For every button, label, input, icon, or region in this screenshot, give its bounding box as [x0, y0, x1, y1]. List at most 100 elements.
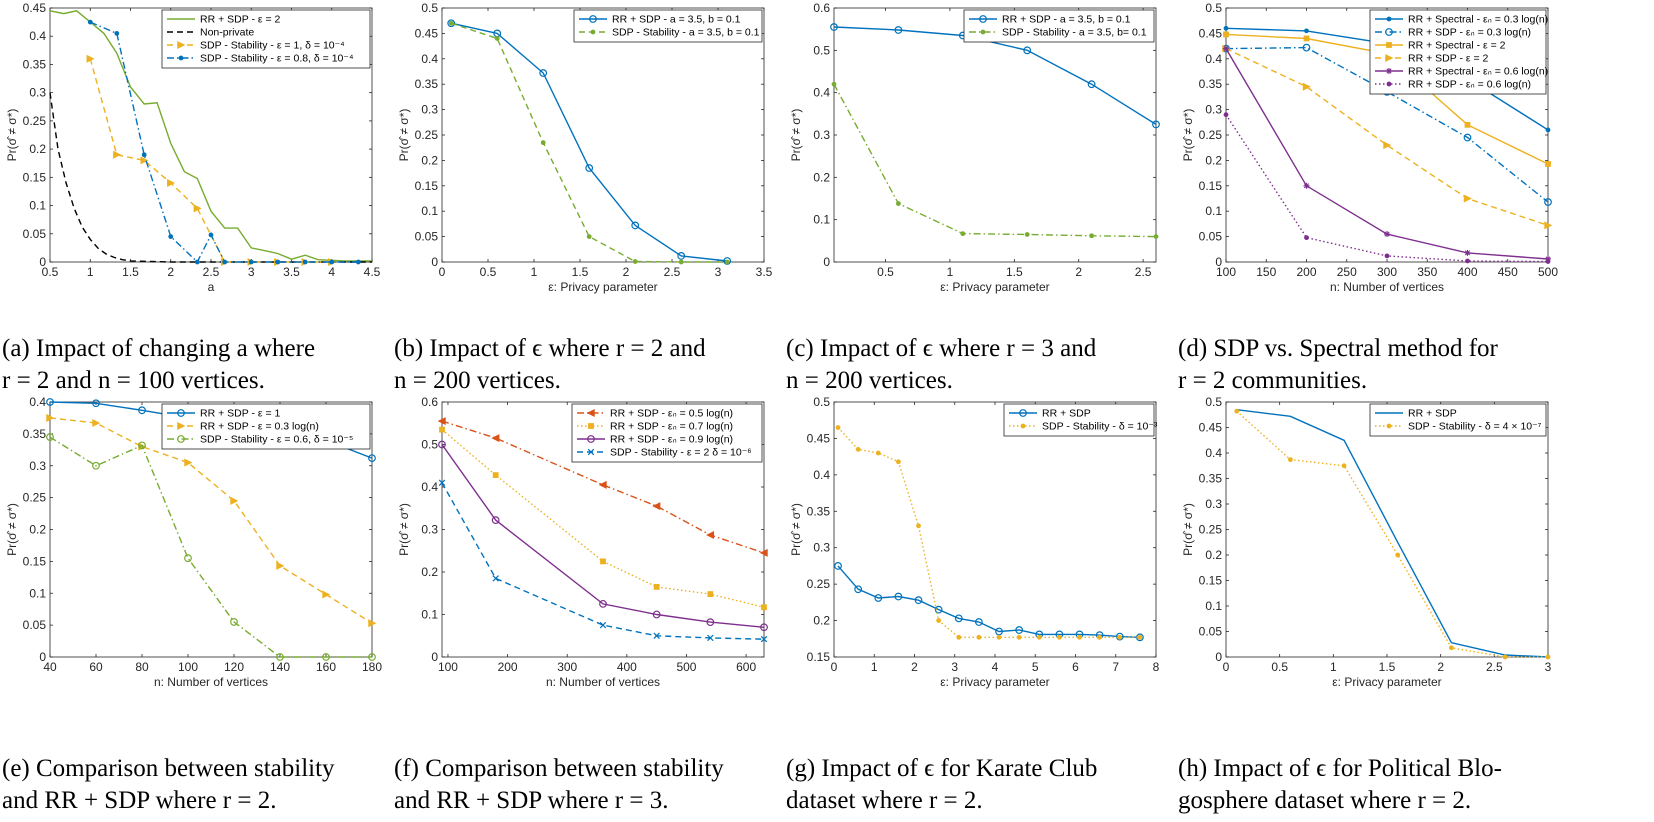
y-axis-label: Pr(σ̂ ≠ σ*): [5, 109, 19, 162]
caption-d-line1: (d) SDP vs. Spectral method for: [1178, 335, 1498, 362]
y-tick-label: 0.45: [23, 1, 47, 15]
data-point: [1223, 112, 1229, 118]
x-tick-label: 8: [1153, 660, 1160, 674]
x-tick-label: 1: [87, 265, 94, 279]
y-tick-label: 0.15: [23, 554, 47, 568]
y-tick-label: 0.35: [807, 504, 831, 518]
legend-entry: RR + Spectral - ε = 2: [1408, 40, 1506, 52]
series-markers-2: [835, 425, 1143, 640]
y-axis-label: Pr(σ̂ ≠ σ*): [397, 503, 411, 556]
data-point: [92, 399, 100, 408]
data-point: [995, 627, 1003, 636]
data-point: [1384, 253, 1390, 259]
data-point: [1223, 25, 1229, 31]
x-tick-label: 1: [1330, 660, 1337, 674]
series-markers-6: [1223, 112, 1551, 264]
data-point: [1544, 198, 1552, 206]
data-point: [1545, 127, 1551, 133]
y-tick-label: 0.05: [23, 618, 47, 632]
series-markers-2: [46, 413, 377, 628]
data-point: [46, 433, 54, 441]
caption-f: (f) Comparison between stability and RR …: [394, 753, 724, 817]
x-tick-label: 6: [1072, 660, 1079, 674]
y-axis-label: Pr(σ̂ ≠ σ*): [789, 109, 803, 162]
x-axis-label: ε: Privacy parameter: [940, 280, 1049, 294]
data-point: [1304, 235, 1309, 241]
data-point: [960, 231, 966, 237]
y-tick-label: 0.45: [807, 431, 831, 445]
y-tick-label: 0: [39, 255, 46, 269]
series-markers-5: [1223, 45, 1551, 262]
plot-area: [1225, 401, 1549, 658]
series-line-2: [49, 417, 373, 624]
data-point: [276, 561, 285, 570]
data-point: [1152, 120, 1160, 129]
x-tick-label: 200: [1296, 265, 1316, 279]
legend-marker: [1386, 81, 1392, 87]
x-tick-label: 60: [89, 660, 103, 674]
data-point: [760, 623, 768, 632]
legend-entry: RR + Spectral - εₙ = 0.6 log(n): [1408, 66, 1548, 78]
y-tick-label: 0.15: [23, 170, 47, 184]
x-tick-label: 100: [1216, 265, 1236, 279]
legend-marker: [587, 435, 595, 443]
data-point: [1087, 80, 1096, 89]
chart-b: 0 0.5 1 1.5 2 2.5 3 3.5 0 0.05 0.1 0.15 0.2 0.25 0.3 0.…: [392, 0, 784, 300]
x-tick-label: 1: [531, 265, 538, 279]
y-tick-label: 0.2: [421, 565, 438, 579]
data-point: [1545, 255, 1551, 262]
legend-entry: RR + SDP - ε = 2: [200, 14, 281, 26]
data-point: [896, 459, 901, 465]
x-tick-label: 2: [1437, 660, 1444, 674]
data-point: [1016, 634, 1022, 640]
y-tick-label: 0.1: [421, 608, 438, 622]
legend-box: [573, 9, 763, 43]
chart-h-svg: 0 0.5 1 1.5 2 2.5 3 0 0.05 0.1 0.15 0.2 0.25 0.3 0.35 0…: [1181, 395, 1552, 689]
legend-marker: [177, 409, 185, 417]
y-tick-label: 0.25: [807, 577, 831, 591]
y-tick-label: 0.1: [421, 204, 438, 218]
caption-c-line1: (c) Impact of ϵ where r = 3 and: [786, 335, 1097, 362]
data-point: [92, 461, 100, 470]
y-tick-label: 0.6: [813, 1, 830, 15]
data-point: [996, 634, 1002, 640]
y-tick-label: 0.2: [1205, 153, 1222, 167]
x-tick-label: 1: [947, 265, 954, 279]
y-axis-label: Pr(σ̂ ≠ σ*): [789, 503, 803, 556]
x-tick-label: 600: [736, 660, 756, 674]
caption-e: (e) Comparison between stability and RR …: [2, 753, 335, 817]
x-tick-label: 3.5: [756, 265, 773, 279]
chart-c: 0.5 1 1.5 2 2.5 0 0.1 0.2 0.3 0.4 0.5 0.6 ε: Privacy…: [784, 0, 1176, 300]
data-point: [329, 259, 335, 265]
x-tick-label: 3: [1545, 660, 1552, 674]
legend: RR + SDP - εₙ = 0.5 log(n)RR + SDP - εₙ …: [571, 403, 763, 463]
y-tick-label: 0.6: [421, 395, 438, 409]
y-tick-label: 0.4: [421, 52, 438, 66]
legend-box: [1003, 403, 1155, 437]
data-point: [113, 150, 122, 159]
data-point: [86, 54, 95, 63]
y-tick-label: 0: [823, 255, 830, 269]
caption-f-line2: and RR + SDP where r = 3.: [394, 787, 669, 814]
y-tick-label: 0.25: [23, 114, 47, 128]
data-point: [1463, 133, 1472, 142]
caption-a-line1: (a) Impact of changing a where: [2, 335, 316, 362]
data-point: [1077, 634, 1082, 640]
y-tick-label: 0.5: [1205, 395, 1222, 409]
caption-h: (h) Impact of ϵ for Political Blo- gosph…: [1178, 753, 1502, 817]
data-point: [835, 425, 841, 430]
data-point: [1465, 258, 1470, 264]
data-point: [1384, 231, 1390, 238]
legend: RR + SDP - ε = 1RR + SDP - ε = 0.3 log(n…: [161, 403, 371, 450]
caption-e-line1: (e) Comparison between stability: [2, 755, 335, 782]
data-point: [600, 558, 606, 565]
x-axis-label: a: [208, 280, 215, 294]
data-point: [448, 20, 454, 26]
data-point: [114, 31, 120, 36]
y-tick-label: 0.3: [813, 128, 830, 142]
data-point: [1304, 28, 1309, 34]
legend-entry: SDP - Stability - ε = 2 δ = 10⁻⁶: [610, 447, 752, 459]
y-tick-label: 0.1: [29, 586, 46, 600]
x-axis-label: ε: Privacy parameter: [548, 280, 657, 294]
data-point: [1023, 46, 1032, 55]
